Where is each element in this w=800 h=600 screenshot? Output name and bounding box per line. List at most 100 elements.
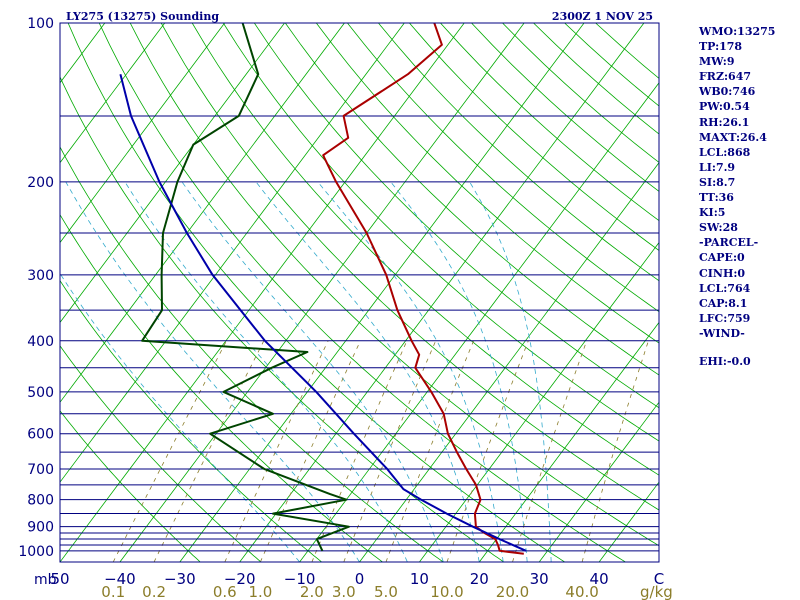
index-row: MAXT:26.4 bbox=[699, 130, 767, 144]
index-row: TP:178 bbox=[699, 40, 743, 54]
temperature-axis-labels: 50 −40 −30 −20 −10 0 10 20 30 40 C bbox=[50, 570, 664, 588]
index-row: MW:9 bbox=[699, 55, 735, 69]
moist-adiabat-line bbox=[124, 181, 408, 562]
isotherm-line bbox=[60, 23, 345, 403]
mixing-ratio-line bbox=[385, 340, 474, 562]
index-row: WB0:746 bbox=[699, 85, 756, 99]
dry-adiabat-line bbox=[284, 23, 659, 376]
temperature-tick-label: −10 bbox=[284, 570, 316, 588]
pressure-axis-labels: 100 200 300 400 500 600 700 800 900 1000 bbox=[18, 16, 54, 560]
indices-list: WMO:13275 TP:178 MW:9 FRZ:647 WB0:746 PW:0.54… bbox=[699, 24, 799, 341]
moist-adiabat-line bbox=[469, 181, 552, 562]
index-row: KI:5 bbox=[699, 206, 726, 220]
mixing-ratio-labels: 0.1 0.2 0.6 1.0 2.0 3.0 5.0 10.0 20.0 40.0 bbox=[101, 583, 599, 600]
temperature-tick-label: 30 bbox=[530, 570, 549, 588]
mixing-ratio-line bbox=[343, 340, 437, 562]
mixing-ratio-tick-label: 40.0 bbox=[565, 583, 598, 600]
isotherm-line bbox=[60, 23, 225, 244]
isotherm-line bbox=[60, 23, 465, 562]
isotherm-line bbox=[179, 23, 585, 562]
pressure-unit-label: mb bbox=[34, 572, 57, 588]
plot-background bbox=[60, 23, 659, 562]
moist-adiabat-line bbox=[390, 181, 528, 562]
dry-adiabat-line bbox=[253, 23, 659, 409]
temperature-tick-label: −40 bbox=[104, 570, 136, 588]
dry-adiabat-line bbox=[129, 23, 659, 547]
pressure-tick-label: 700 bbox=[27, 462, 54, 478]
index-row: -WIND- bbox=[699, 326, 745, 340]
temperature-tick-label: −30 bbox=[164, 570, 196, 588]
isotherm-line bbox=[419, 241, 659, 562]
moist-adiabat-line bbox=[181, 181, 444, 562]
mixing-ratio-tick-label: 10.0 bbox=[430, 583, 463, 600]
dry-adiabat-line bbox=[222, 23, 659, 442]
index-row: -PARCEL- bbox=[699, 236, 759, 250]
mixing-ratio-tick-label: 0.6 bbox=[213, 583, 237, 600]
dry-adiabat-line bbox=[60, 146, 444, 562]
moist-adiabat-line bbox=[65, 181, 360, 562]
index-row: CAPE:0 bbox=[699, 251, 745, 265]
dry-adiabat-line bbox=[409, 23, 659, 251]
dry-adiabat-line bbox=[160, 23, 659, 511]
index-ehi: EHI:-0.0 bbox=[699, 354, 751, 368]
isotherm-line bbox=[60, 23, 166, 164]
index-row: PW:0.54 bbox=[699, 100, 750, 114]
index-row: LFC:759 bbox=[699, 311, 751, 325]
dry-adiabat-line bbox=[347, 23, 659, 313]
mixing-ratio-tick-label: 2.0 bbox=[300, 583, 324, 600]
mixing-ratio-line bbox=[581, 340, 649, 562]
isotherm-line bbox=[60, 23, 285, 324]
index-row: CAP:8.1 bbox=[699, 296, 748, 310]
index-row: TT:36 bbox=[699, 191, 734, 205]
dry-adiabat-line bbox=[60, 76, 505, 562]
dewpoint-profile bbox=[141, 23, 350, 552]
parcel-path bbox=[119, 73, 527, 552]
mixing-ratio-tick-label: 5.0 bbox=[374, 583, 398, 600]
index-row: LCL:764 bbox=[699, 281, 751, 295]
isotherm-line bbox=[60, 23, 405, 483]
index-row: SW:28 bbox=[699, 221, 738, 235]
temperature-tick-label: C bbox=[654, 570, 664, 588]
profile-series bbox=[119, 23, 527, 555]
pressure-tick-label: 900 bbox=[27, 520, 54, 536]
temperature-tick-label: −20 bbox=[224, 570, 256, 588]
mixing-ratio-tick-label: 0.2 bbox=[142, 583, 166, 600]
mixing-ratio-line bbox=[153, 340, 265, 562]
index-row: CINH:0 bbox=[699, 266, 746, 280]
plot-frame bbox=[59, 22, 660, 563]
indices-panel: WMO:13275 TP:178 MW:9 FRZ:647 WB0:746 PW:0.54… bbox=[699, 24, 799, 369]
index-row: LI:7.9 bbox=[699, 160, 736, 174]
pressure-tick-label: 1000 bbox=[18, 544, 54, 560]
index-row: WMO:13275 bbox=[699, 25, 776, 38]
isotherm-line bbox=[538, 401, 659, 562]
pressure-tick-label: 500 bbox=[27, 385, 54, 401]
isotherm-line bbox=[119, 23, 525, 562]
dry-adiabat-line bbox=[60, 279, 322, 562]
station-title: LY275 (13275) Sounding bbox=[66, 10, 219, 23]
mixing-ratio-tick-label: 1.0 bbox=[248, 583, 272, 600]
temperature-tick-label: 40 bbox=[590, 570, 609, 588]
index-row: LCL:868 bbox=[699, 145, 751, 159]
sounding-datetime: 2300Z 1 NOV 25 bbox=[552, 10, 653, 23]
mixing-ratio-line bbox=[224, 340, 329, 562]
pressure-tick-label: 200 bbox=[27, 175, 54, 191]
index-row: RH:26.1 bbox=[699, 115, 750, 129]
dry-adiabat-line bbox=[98, 23, 626, 562]
pressure-tick-label: 400 bbox=[27, 334, 54, 350]
mixing-ratio-tick-label: 3.0 bbox=[332, 583, 356, 600]
isotherm-line bbox=[478, 321, 659, 562]
pressure-tick-label: 600 bbox=[27, 427, 54, 443]
temperature-tick-label: 0 bbox=[355, 570, 365, 588]
temperature-tick-label: 20 bbox=[470, 570, 489, 588]
index-row: SI:8.7 bbox=[699, 175, 736, 189]
background-grid bbox=[0, 23, 659, 562]
isotherm-line bbox=[0, 23, 45, 562]
dry-adiabat-line bbox=[60, 410, 201, 562]
isotherm-line bbox=[359, 161, 659, 562]
moist-adiabat-line bbox=[317, 181, 504, 562]
mixing-ratio-line bbox=[260, 340, 361, 562]
temperature-tick-label: 50 bbox=[50, 570, 69, 588]
mixing-ratio-line bbox=[112, 340, 227, 562]
